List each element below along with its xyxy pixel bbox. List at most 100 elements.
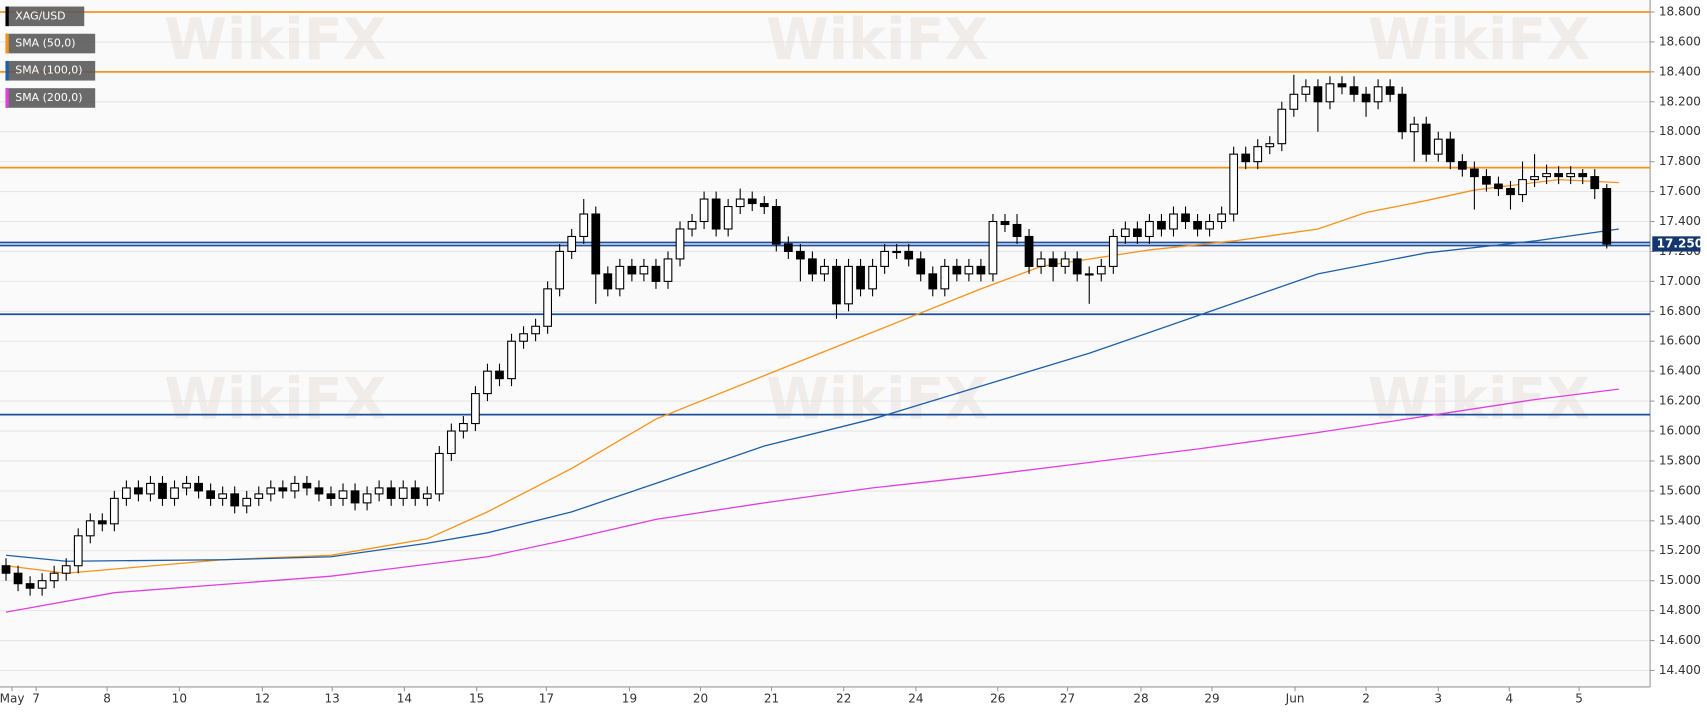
candle-body [290, 482, 300, 492]
candle-body [1157, 220, 1166, 230]
candle-body [158, 482, 167, 499]
price-label-bg [1652, 236, 1701, 252]
candle-body [531, 325, 540, 335]
candle-body [627, 265, 637, 275]
legend-box [5, 88, 96, 108]
candle-body [735, 198, 745, 208]
candle-body [904, 250, 914, 260]
legend-label: SMA (100,0) [15, 64, 82, 77]
x-tick-label: 29 [1204, 691, 1219, 705]
candle-body [687, 220, 697, 230]
candle-body [567, 235, 577, 252]
candle-body [1578, 173, 1588, 178]
candle-body [446, 430, 456, 455]
candle-body [350, 490, 360, 504]
x-tick-label: 17 [539, 691, 554, 705]
candle-body [254, 493, 264, 499]
y-tick-label: 15.600 [1659, 483, 1701, 497]
x-tick-label: 27 [1060, 691, 1075, 705]
candle-body [1530, 176, 1539, 181]
y-tick-label: 16.400 [1659, 364, 1701, 378]
y-tick-label: 17.000 [1659, 274, 1701, 288]
candle-body [747, 198, 757, 205]
x-tick-label: May [0, 691, 24, 705]
x-tick-label: 28 [1133, 691, 1148, 705]
x-tick-label: 21 [764, 691, 779, 705]
candle-body [1145, 220, 1154, 238]
candle-body [1349, 86, 1359, 95]
y-tick-label: 18.800 [1659, 4, 1701, 18]
x-tick-label: 4 [1505, 691, 1513, 705]
y-tick-label: 15.800 [1659, 453, 1701, 467]
candle-body [1036, 258, 1046, 267]
candle-body [194, 482, 203, 492]
candle-body [278, 487, 288, 492]
watermark: WikiFX [766, 7, 988, 73]
y-tick-label: 16.800 [1659, 304, 1701, 318]
y-tick-label: 15.200 [1659, 543, 1701, 557]
legend-box [5, 33, 96, 54]
candle-body [218, 493, 228, 499]
candle-body [820, 265, 829, 275]
candle-body [1397, 93, 1407, 133]
candle-body [1494, 183, 1503, 190]
y-tick-label: 18.600 [1659, 34, 1701, 48]
candle-body [242, 497, 252, 507]
candle-body [856, 265, 865, 290]
candle-body [1265, 143, 1275, 148]
candle-body [1024, 235, 1034, 267]
candle-body [422, 493, 432, 499]
candle-body [1, 565, 11, 574]
candle-body [1337, 83, 1347, 88]
candle-body [976, 265, 986, 275]
candle-body [1072, 258, 1082, 275]
legend-label: SMA (50,0) [15, 37, 75, 50]
candle-body [916, 258, 926, 275]
candle-body [37, 580, 47, 589]
legend-label: XAG/USD [15, 9, 65, 22]
y-tick-label: 16.000 [1659, 424, 1701, 438]
candle-body [1229, 153, 1239, 215]
candle-body [362, 493, 372, 504]
candle-body [61, 565, 71, 574]
candle-body [1000, 220, 1010, 226]
candle-body [1433, 138, 1443, 155]
candle-body [1181, 213, 1190, 223]
candle-body [952, 265, 962, 275]
candle-body [302, 482, 312, 489]
watermark: WikiFX [1368, 367, 1590, 433]
candle-body [519, 333, 528, 342]
y-tick-label: 16.600 [1659, 334, 1701, 348]
candle-body [1169, 213, 1178, 230]
candle-body [1217, 213, 1227, 223]
candle-body [928, 273, 938, 290]
candle-body [1301, 86, 1311, 95]
candle-body [1421, 123, 1431, 155]
candle-body [182, 482, 191, 489]
candle-body [206, 490, 216, 499]
candle-body [832, 265, 841, 305]
candle-body [1193, 220, 1202, 230]
watermark: WikiFX [766, 367, 988, 433]
candle-body [495, 370, 504, 380]
candle-body [771, 205, 781, 245]
candle-body [844, 265, 853, 305]
candle-body [868, 265, 877, 290]
candle-body [326, 493, 336, 499]
x-tick-label: 3 [1434, 691, 1442, 705]
y-tick-label: 17.400 [1659, 214, 1701, 228]
y-tick-label: 14.600 [1659, 633, 1701, 647]
x-tick-label: 13 [325, 691, 340, 705]
y-tick-label: 18.000 [1659, 124, 1701, 138]
candle-body [603, 273, 613, 290]
candle-body [434, 452, 444, 495]
y-tick-label: 16.200 [1659, 394, 1701, 408]
candle-body [410, 487, 420, 499]
candle-body [579, 213, 589, 238]
candle-body [109, 497, 119, 525]
x-tick-label: 24 [908, 691, 923, 705]
candle-body [783, 243, 793, 252]
candle-body [1566, 173, 1576, 178]
legend-box [5, 60, 96, 81]
price-label: 17.250 [1657, 236, 1703, 250]
